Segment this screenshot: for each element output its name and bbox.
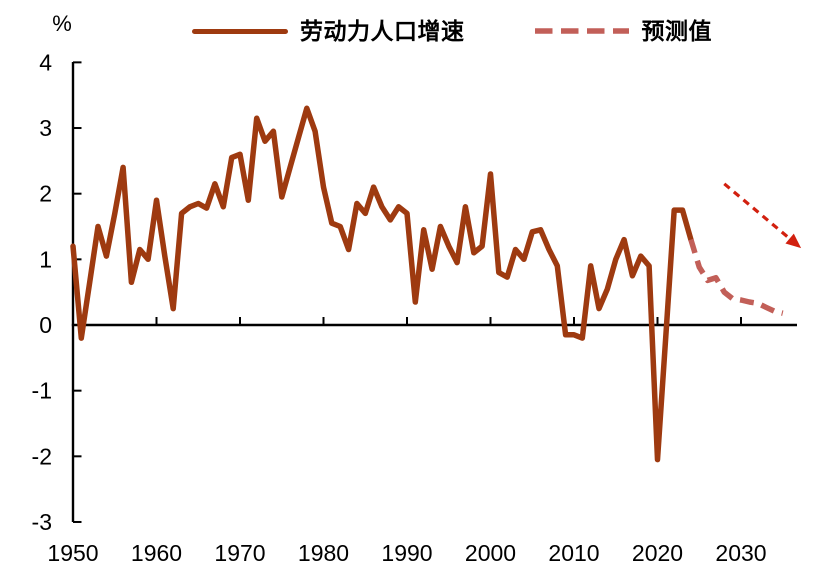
trend-arrow-head-icon	[785, 233, 802, 249]
y-tick-label: 4	[39, 49, 52, 75]
dashed-line-swatch-icon	[534, 28, 629, 34]
historical-series-line	[70, 105, 694, 463]
y-tick-label: -1	[32, 378, 52, 404]
y-axis-unit-label: %	[52, 11, 72, 36]
y-tick-label: -2	[32, 443, 52, 469]
legend: 劳动力人口增速 预测值	[192, 18, 712, 44]
legend-spacer	[465, 31, 535, 32]
y-tick-label: -3	[32, 509, 52, 535]
legend-label-historical: 劳动力人口增速	[300, 18, 465, 44]
solid-line-swatch-icon	[192, 28, 288, 34]
trend-arrow-shaft	[723, 182, 790, 239]
y-tick-label: 0	[39, 312, 52, 338]
legend-item-forecast: 预测值	[534, 18, 713, 44]
legend-label-forecast: 预测值	[641, 18, 712, 44]
x-tick-label: 2010	[548, 540, 599, 566]
y-tick-label: 2	[39, 181, 52, 207]
x-tick-label: 1980	[298, 540, 349, 566]
y-tick-label: 3	[39, 115, 52, 141]
x-tick-label: 1970	[214, 540, 265, 566]
y-tick-label: 1	[39, 246, 52, 272]
legend-item-historical: 劳动力人口增速	[192, 18, 465, 44]
x-tick-label: 2030	[715, 540, 766, 566]
x-tick-label: 1990	[381, 540, 432, 566]
x-tick-label: 1960	[131, 540, 182, 566]
x-tick-label: 2000	[465, 540, 516, 566]
x-tick-label: 2020	[632, 540, 683, 566]
forecast-series-line	[688, 238, 784, 316]
x-tick-label: 1950	[47, 540, 98, 566]
